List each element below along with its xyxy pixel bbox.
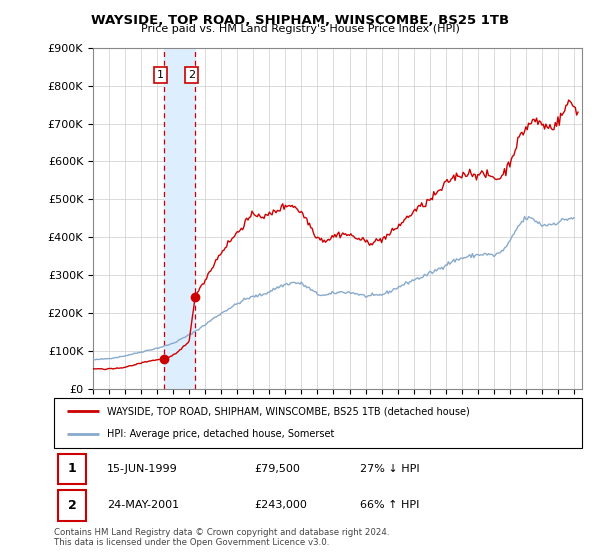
FancyBboxPatch shape bbox=[58, 454, 86, 484]
FancyBboxPatch shape bbox=[54, 398, 582, 448]
Text: Contains HM Land Registry data © Crown copyright and database right 2024.
This d: Contains HM Land Registry data © Crown c… bbox=[54, 528, 389, 547]
Text: HPI: Average price, detached house, Somerset: HPI: Average price, detached house, Some… bbox=[107, 430, 334, 440]
Text: £79,500: £79,500 bbox=[254, 464, 301, 474]
Text: WAYSIDE, TOP ROAD, SHIPHAM, WINSCOMBE, BS25 1TB (detached house): WAYSIDE, TOP ROAD, SHIPHAM, WINSCOMBE, B… bbox=[107, 406, 470, 416]
Text: WAYSIDE, TOP ROAD, SHIPHAM, WINSCOMBE, BS25 1TB: WAYSIDE, TOP ROAD, SHIPHAM, WINSCOMBE, B… bbox=[91, 14, 509, 27]
Text: 27% ↓ HPI: 27% ↓ HPI bbox=[360, 464, 420, 474]
Text: Price paid vs. HM Land Registry's House Price Index (HPI): Price paid vs. HM Land Registry's House … bbox=[140, 24, 460, 34]
Text: 15-JUN-1999: 15-JUN-1999 bbox=[107, 464, 178, 474]
FancyBboxPatch shape bbox=[58, 490, 86, 521]
Text: 2: 2 bbox=[188, 70, 195, 80]
Bar bbox=[164, 48, 195, 389]
Text: 1: 1 bbox=[68, 463, 76, 475]
Text: 24-MAY-2001: 24-MAY-2001 bbox=[107, 500, 179, 510]
Text: 66% ↑ HPI: 66% ↑ HPI bbox=[360, 500, 419, 510]
Text: 1: 1 bbox=[157, 70, 164, 80]
Text: 2: 2 bbox=[68, 499, 76, 512]
Text: £243,000: £243,000 bbox=[254, 500, 308, 510]
